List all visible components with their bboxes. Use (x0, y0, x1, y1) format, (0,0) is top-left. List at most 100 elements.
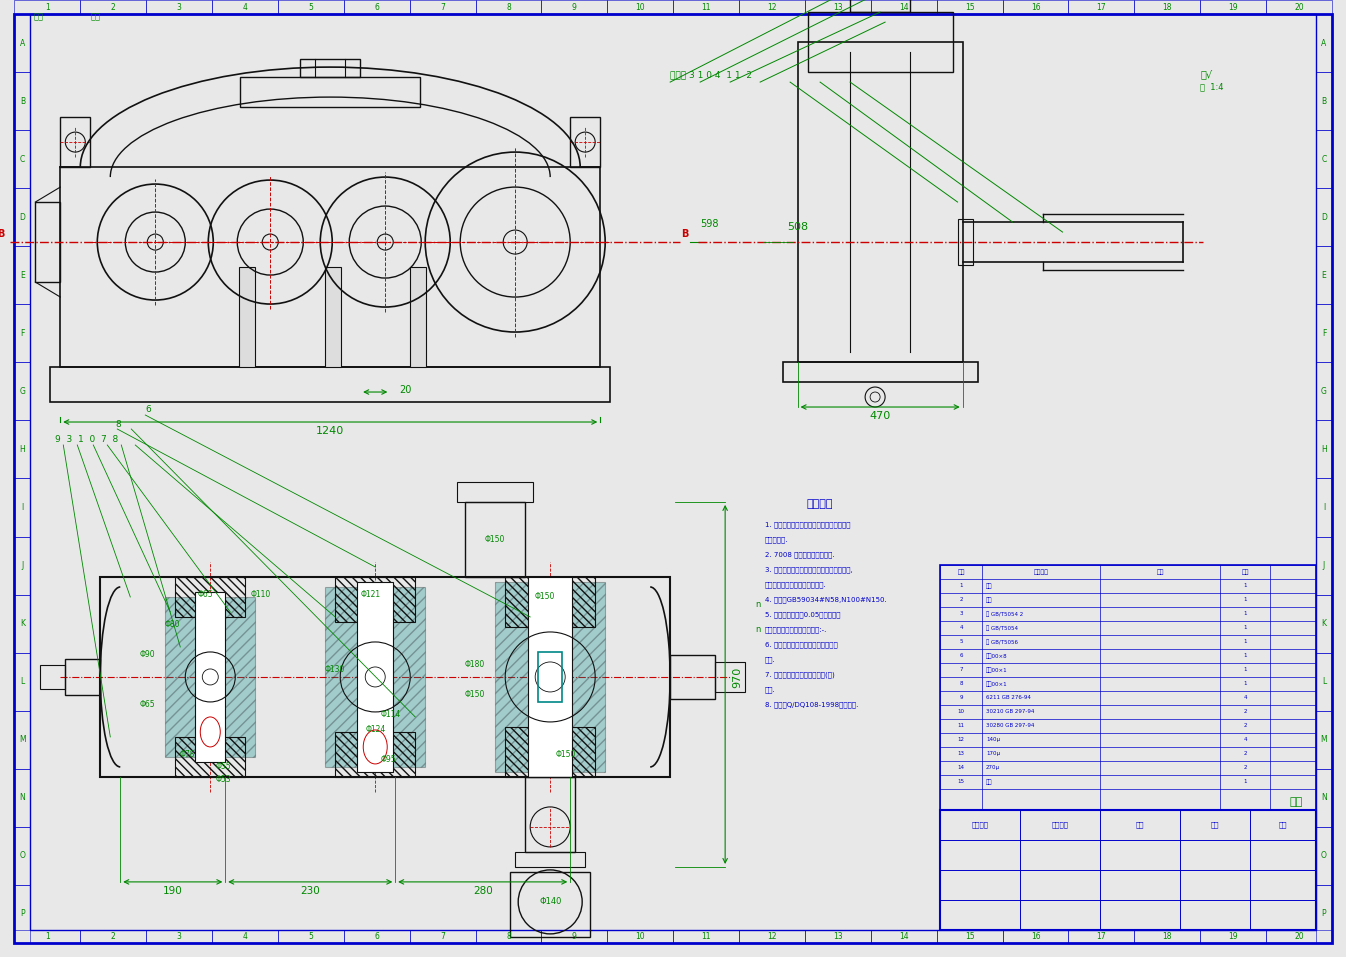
Text: 2: 2 (1244, 709, 1246, 715)
Text: 总装: 总装 (1289, 797, 1303, 807)
Bar (15, 537, 31, 594)
Bar (466, 502, 525, 577)
Bar (805, 930, 871, 943)
Bar (15, 885, 31, 943)
Text: 材料: 材料 (1136, 822, 1144, 828)
Text: 零件名称: 零件名称 (1034, 569, 1049, 575)
Text: 14: 14 (957, 766, 965, 770)
Text: B: B (0, 229, 4, 239)
Bar (510, 872, 590, 937)
Text: 12: 12 (957, 738, 965, 743)
Text: L: L (1322, 678, 1326, 686)
Text: 6: 6 (374, 932, 380, 941)
Bar (1316, 768, 1333, 827)
Bar (1267, 0, 1333, 14)
Text: 1: 1 (1244, 597, 1246, 603)
Bar (495, 582, 606, 772)
Text: 14: 14 (899, 932, 909, 941)
Bar (147, 0, 211, 14)
Text: 190: 190 (163, 886, 183, 896)
Text: Φ150: Φ150 (534, 592, 556, 601)
Text: 1. 筱体与筱盖配合面间不加任何呗片，但允: 1. 筱体与筱盖配合面间不加任何呗片，但允 (765, 522, 851, 528)
Text: 填充.: 填充. (765, 657, 775, 663)
Text: 20: 20 (1295, 932, 1304, 941)
Bar (1003, 930, 1069, 943)
Text: 5: 5 (960, 639, 962, 644)
Bar (782, 362, 977, 382)
Bar (1201, 0, 1267, 14)
Text: A: A (1322, 38, 1327, 48)
Text: 8: 8 (960, 681, 962, 686)
Text: 8: 8 (506, 3, 511, 11)
Bar (15, 189, 31, 246)
Bar (15, 478, 31, 537)
Text: 1: 1 (1244, 584, 1246, 589)
Text: 170μ: 170μ (987, 751, 1000, 756)
Bar (851, 0, 910, 12)
Bar (343, 0, 409, 14)
Text: 16: 16 (1031, 932, 1040, 941)
Text: 30280 GB 297-94: 30280 GB 297-94 (987, 723, 1035, 728)
Text: O: O (1320, 852, 1327, 860)
Bar (607, 0, 673, 14)
Text: A: A (20, 38, 26, 48)
Text: 3. 油封处涂适量黄油，以防漏油，保持密封,: 3. 油封处涂适量黄油，以防漏油，保持密封, (765, 567, 853, 573)
Text: 比  1:4: 比 1:4 (1201, 82, 1224, 91)
Bar (50, 367, 610, 402)
Bar (739, 930, 805, 943)
Text: 11: 11 (701, 932, 711, 941)
Bar (15, 420, 31, 478)
Text: 3: 3 (176, 3, 182, 11)
Bar (673, 930, 739, 943)
Bar (1316, 304, 1333, 363)
Text: B: B (681, 229, 689, 239)
Text: 15: 15 (957, 779, 965, 785)
Bar (335, 732, 415, 777)
Text: 油 GB/T5054 2: 油 GB/T5054 2 (987, 612, 1023, 616)
Text: 总规: 总规 (90, 12, 101, 22)
Text: n: n (755, 600, 760, 609)
Text: 1: 1 (1244, 639, 1246, 644)
Text: 270μ: 270μ (987, 766, 1000, 770)
Text: Φ65: Φ65 (140, 700, 155, 709)
Text: Φ53: Φ53 (215, 775, 232, 784)
Text: 5: 5 (308, 3, 314, 11)
Text: Φ78: Φ78 (180, 750, 195, 759)
Text: 材料: 材料 (1156, 569, 1164, 575)
Text: P: P (20, 909, 24, 919)
Text: 4: 4 (242, 3, 248, 11)
Bar (101, 577, 670, 777)
Text: 6: 6 (960, 654, 962, 658)
Text: 13: 13 (833, 3, 843, 11)
Bar (15, 768, 31, 827)
Text: 7: 7 (440, 932, 446, 941)
Text: I: I (1323, 503, 1324, 512)
Text: 1: 1 (1244, 681, 1246, 686)
Text: 谔母00×8: 谔母00×8 (987, 654, 1008, 658)
Text: Φ95: Φ95 (380, 755, 396, 764)
Bar (15, 0, 81, 14)
Text: D: D (1320, 212, 1327, 222)
Text: Φ130: Φ130 (324, 665, 345, 674)
Text: 4: 4 (1244, 696, 1246, 701)
Text: 9: 9 (572, 932, 577, 941)
Bar (528, 577, 572, 777)
Text: Φ150: Φ150 (485, 535, 505, 544)
Text: Φ150: Φ150 (555, 750, 576, 759)
Text: 主图.: 主图. (765, 686, 775, 693)
Text: 7: 7 (440, 3, 446, 11)
Bar (541, 0, 607, 14)
Bar (61, 167, 600, 367)
Bar (1201, 930, 1267, 943)
Text: 筱体: 筱体 (987, 583, 992, 589)
Bar (505, 727, 595, 777)
Bar (1316, 711, 1333, 768)
Bar (475, 930, 541, 943)
Text: Φ121: Φ121 (361, 590, 381, 599)
Text: 18: 18 (1163, 3, 1172, 11)
Text: 4: 4 (960, 626, 962, 631)
Bar (871, 0, 937, 14)
Text: 图纸: 图纸 (34, 12, 43, 22)
Bar (35, 202, 61, 282)
Text: K: K (20, 619, 24, 628)
